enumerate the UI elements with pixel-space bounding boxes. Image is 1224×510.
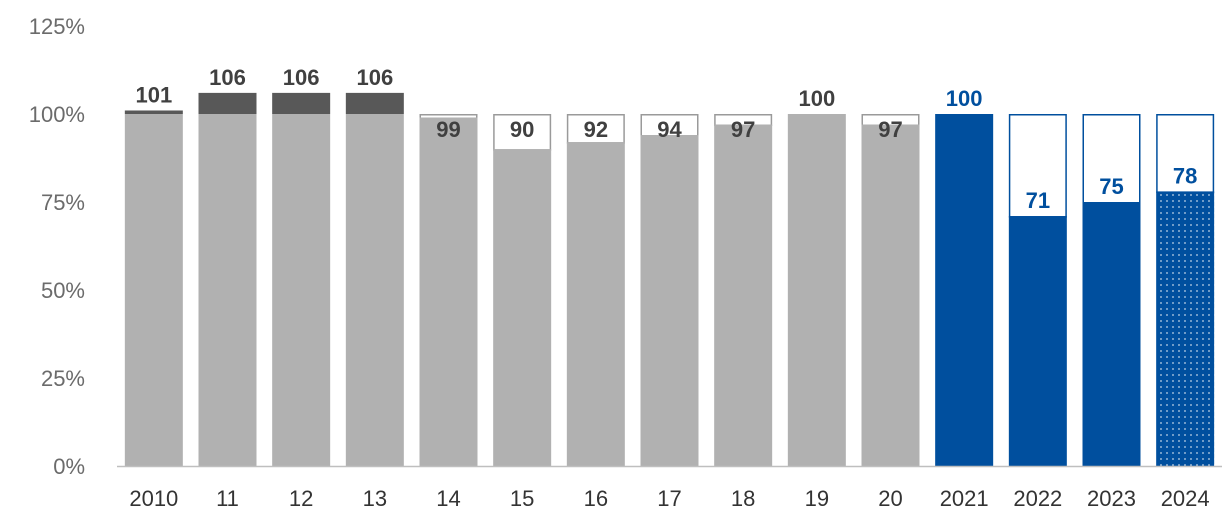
data-label: 94 — [657, 117, 682, 142]
bar-2021: 100 — [935, 86, 994, 466]
bar-17: 94 — [640, 114, 699, 466]
x-axis: 2010 11 12 13 14 15 16 17 18 19 20 2021 2022 2023 2024 — [129, 486, 1209, 510]
x-tick-label: 2024 — [1161, 486, 1210, 510]
data-label: 106 — [283, 65, 320, 90]
data-label: 106 — [209, 65, 246, 90]
bar-excess — [124, 110, 183, 114]
bar-2010: 101 — [124, 82, 183, 466]
bar-2023: 75 — [1082, 114, 1141, 466]
bar-excess — [198, 92, 257, 114]
x-tick-label: 14 — [436, 486, 460, 510]
bars: 101 106 106 106 99 90 92 94 97 100 97 100 71 75 78 — [124, 65, 1215, 467]
bar-15: 90 — [493, 114, 552, 466]
bar-fill — [419, 117, 478, 467]
y-tick-label: 50% — [41, 278, 85, 303]
bar-fill — [493, 149, 552, 466]
data-label: 71 — [1026, 188, 1050, 213]
data-label: 101 — [135, 82, 172, 107]
x-tick-label: 18 — [731, 486, 755, 510]
bar-excess — [345, 92, 404, 114]
bar-fill — [935, 114, 994, 466]
data-label: 100 — [946, 86, 983, 111]
bar-20: 97 — [861, 114, 920, 466]
x-tick-label: 12 — [289, 486, 313, 510]
x-tick-label: 15 — [510, 486, 534, 510]
bar-11: 106 — [198, 65, 257, 466]
bar-fill — [787, 114, 846, 466]
bar-fill — [1156, 191, 1215, 466]
bar-fill — [345, 114, 404, 466]
x-tick-label: 11 — [216, 486, 239, 510]
bar-gap-outline — [1156, 114, 1215, 193]
bar-gap-outline — [1082, 114, 1141, 204]
data-label: 90 — [510, 117, 534, 142]
bar-fill — [272, 114, 331, 466]
data-label: 97 — [878, 117, 902, 142]
bar-fill — [566, 142, 625, 466]
bar-12: 106 — [272, 65, 331, 466]
bar-fill — [714, 124, 773, 466]
data-label: 75 — [1099, 174, 1123, 199]
bar-fill — [640, 135, 699, 466]
y-axis: 0% 25% 50% 75% 100% 125% — [29, 14, 85, 479]
bar-2024: 78 — [1156, 114, 1215, 466]
data-label: 97 — [731, 117, 755, 142]
x-tick-label: 2022 — [1013, 486, 1062, 510]
bar-fill — [198, 114, 257, 466]
y-tick-label: 75% — [41, 190, 85, 215]
bar-fill — [1008, 216, 1067, 466]
x-tick-label: 2021 — [940, 486, 989, 510]
y-tick-label: 0% — [53, 454, 85, 479]
data-label: 106 — [356, 65, 393, 90]
x-tick-label: 16 — [584, 486, 608, 510]
x-tick-label: 13 — [363, 486, 387, 510]
y-tick-label: 125% — [29, 14, 85, 39]
x-tick-label: 2023 — [1087, 486, 1136, 510]
bar-13: 106 — [345, 65, 404, 466]
bar-gap-outline — [1008, 114, 1067, 218]
data-label: 92 — [584, 117, 608, 142]
bar-19: 100 — [787, 86, 846, 466]
x-tick-label: 20 — [878, 486, 902, 510]
bar-fill — [1082, 202, 1141, 466]
bar-18: 97 — [714, 114, 773, 466]
y-tick-label: 100% — [29, 102, 85, 127]
bar-14: 99 — [419, 114, 478, 467]
x-tick-label: 19 — [805, 486, 829, 510]
bar-fill — [124, 114, 183, 466]
bar-excess — [272, 92, 331, 114]
bar-16: 92 — [566, 114, 625, 466]
x-tick-label: 2010 — [129, 486, 178, 510]
data-label: 99 — [436, 117, 460, 142]
data-label: 100 — [798, 86, 835, 111]
bar-gap-outline — [493, 114, 552, 151]
x-tick-label: 17 — [657, 486, 681, 510]
y-tick-label: 25% — [41, 366, 85, 391]
data-label: 78 — [1173, 163, 1197, 188]
bar-2022: 71 — [1008, 114, 1067, 466]
bar-fill — [861, 124, 920, 466]
